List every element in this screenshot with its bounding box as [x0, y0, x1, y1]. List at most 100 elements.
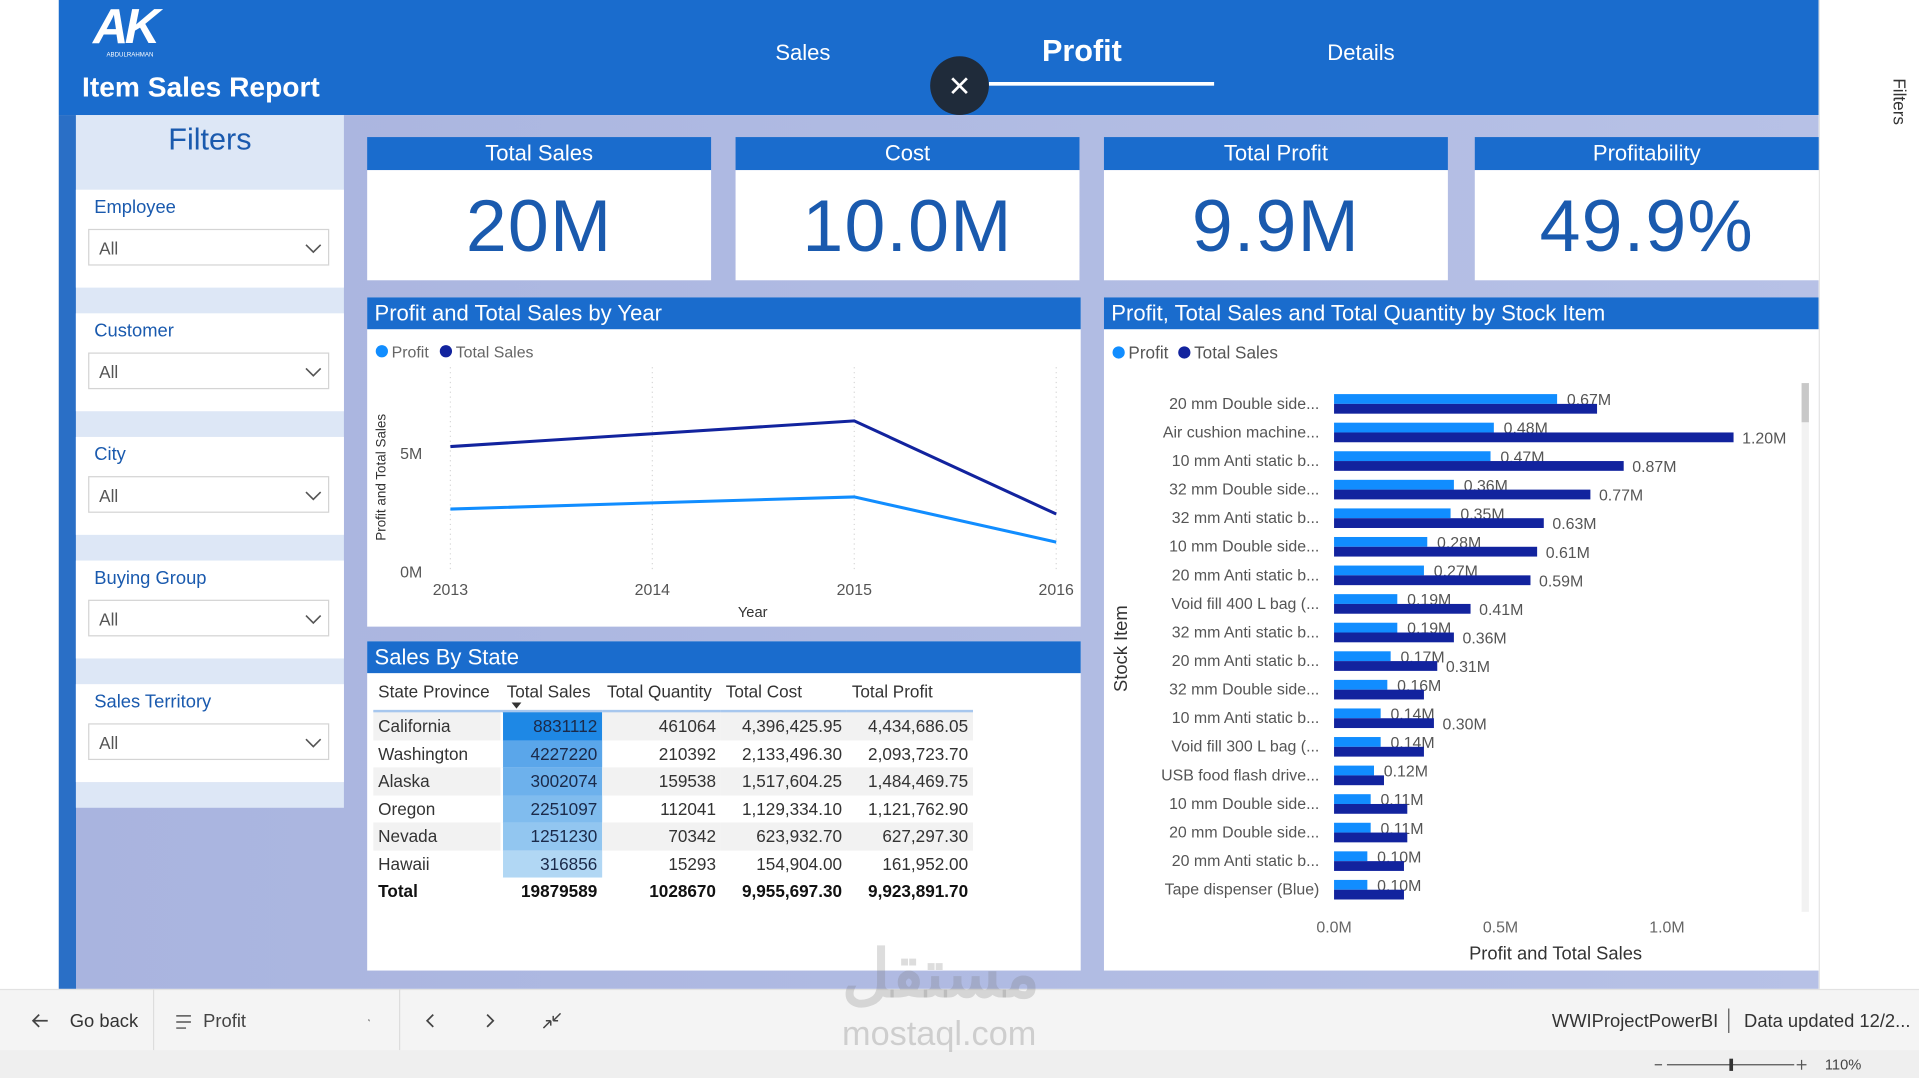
- x-axis-title: Year: [738, 605, 768, 621]
- bar: [1334, 489, 1591, 500]
- filter-dropdown[interactable]: All: [88, 228, 330, 266]
- y-tick-label: Air cushion machine...: [1163, 424, 1319, 441]
- table-cell: 161,952.00: [882, 853, 969, 874]
- filter-label: Employee: [94, 197, 176, 218]
- page-menu-icons[interactable]: [174, 1011, 370, 1033]
- data-label: 0.61M: [1546, 545, 1590, 562]
- line-panel: [367, 297, 1081, 627]
- y-tick-label: USB food flash drive...: [1161, 767, 1319, 784]
- table-cell: 1,129,334.10: [741, 798, 843, 819]
- y-tick-label: 10 mm Double side...: [1169, 539, 1319, 556]
- filter-dropdown[interactable]: All: [88, 476, 330, 513]
- kpi-value: 20M: [367, 170, 712, 281]
- table-cell: State Province: [373, 673, 502, 713]
- table-wrap: State Province Total Sales Total Quantity T…: [373, 673, 974, 906]
- legend-label: Profit: [1128, 343, 1168, 363]
- page-selector[interactable]: Profit: [203, 1010, 247, 1032]
- scroll-track: [1801, 383, 1809, 912]
- table-cell: 3002074: [500, 767, 603, 795]
- bar: [1334, 575, 1531, 586]
- bar: [1334, 822, 1371, 833]
- y-axis-title: Profit and Total Sales: [374, 414, 389, 541]
- close-button[interactable]: [929, 55, 990, 116]
- table-title: Sales By State: [367, 641, 1081, 674]
- x-tick-label: 0.5M: [1483, 920, 1518, 937]
- legend-label: Profit: [392, 344, 430, 361]
- table-cell: Nevada: [373, 822, 502, 850]
- nav-tab[interactable]: Profit: [1041, 34, 1122, 69]
- filter-dropdown[interactable]: All: [88, 352, 330, 390]
- table-cell: 4227220: [500, 739, 603, 768]
- bar: [1334, 689, 1424, 700]
- y-tick-label: 32 mm Anti static b...: [1172, 624, 1320, 641]
- filter-dropdown[interactable]: All: [88, 723, 330, 761]
- table-cell: 627,297.30: [846, 822, 974, 850]
- line-series: [450, 495, 1057, 544]
- table-cell: 15293: [668, 853, 716, 874]
- legend-marker: [439, 345, 453, 358]
- data-label: 1.20M: [1742, 430, 1786, 447]
- y-tick-label: 10 mm Anti static b...: [1172, 710, 1320, 727]
- report-title: Item Sales Report: [82, 70, 320, 103]
- x-tick-label: 0.0M: [1316, 920, 1351, 937]
- back-icon[interactable]: [29, 1010, 51, 1032]
- y-tick-label: 5M: [400, 446, 422, 463]
- chevron: [305, 244, 322, 254]
- table-row: California 8831112 461064 4,396,425.95 4,434…: [373, 711, 974, 740]
- filter-label: Sales Territory: [94, 691, 212, 713]
- divider: [1728, 1008, 1730, 1033]
- kpi-label: Total Profit: [1103, 137, 1448, 171]
- scrollbar: [1801, 383, 1809, 423]
- nav-icons[interactable]: [416, 1008, 569, 1032]
- zoom-slider[interactable]: [1652, 1055, 1811, 1075]
- filter-dropdown[interactable]: All: [88, 599, 330, 637]
- data-label: 0.87M: [1632, 459, 1676, 476]
- nav-tab[interactable]: Sales: [775, 40, 831, 65]
- chevron-path: [305, 367, 322, 377]
- legend-marker: [1178, 346, 1191, 359]
- y-tick-label: Void fill 400 L bag (...: [1171, 596, 1319, 613]
- bar: [1334, 536, 1428, 547]
- bar: [1334, 594, 1398, 604]
- kpi-label: Total Sales: [367, 137, 712, 171]
- nav-tab[interactable]: Details: [1327, 40, 1395, 65]
- bar: [1334, 632, 1454, 643]
- sort-indicator: [511, 702, 522, 709]
- bar: [1334, 622, 1398, 633]
- table-cell: 19879589: [521, 881, 598, 902]
- go-back[interactable]: Go back: [69, 1010, 139, 1032]
- data-label: 0.36M: [1462, 631, 1506, 648]
- table-cell: Hawaii: [378, 853, 430, 874]
- bar: [1334, 765, 1375, 776]
- table-row: Washington 4227220 210392 2,133,496.30 2,093…: [373, 739, 973, 768]
- table-cell: Washington: [378, 743, 469, 764]
- divider: [398, 988, 401, 1051]
- data-label: 0.63M: [1552, 516, 1596, 533]
- filter-label: Buying Group: [94, 567, 207, 589]
- table-cell: Total Cost: [720, 673, 847, 713]
- chevron-path: [305, 615, 322, 625]
- filter-value: All: [99, 238, 119, 259]
- bar: [1334, 794, 1371, 804]
- bar: [1334, 394, 1558, 404]
- watermark-latin: mostaql.com: [842, 1014, 1037, 1053]
- sales-table: State Province Total Sales Total Quantity T…: [373, 673, 974, 906]
- data-updated: Data updated 12/2...: [1744, 1010, 1911, 1032]
- bar: [1334, 651, 1391, 662]
- table-total-row: Total 19879589 1028670 9,955,697.30 9,923,89…: [373, 878, 973, 906]
- line-series: [450, 419, 1057, 516]
- table-header: State Province Total Sales Total Quantity T…: [373, 673, 974, 713]
- y-tick-label: Void fill 300 L bag (...: [1171, 739, 1319, 756]
- table-cell: 8831112: [500, 711, 603, 740]
- bar: [1334, 661, 1438, 671]
- footer-bar: [0, 988, 1919, 1052]
- table-cell: 1251230: [500, 822, 603, 850]
- divider: [152, 988, 155, 1051]
- status-bar: [0, 1050, 1919, 1078]
- x-tick-label: 2015: [837, 582, 873, 599]
- filter-label: Customer: [94, 320, 174, 342]
- chevron-path: [305, 738, 322, 748]
